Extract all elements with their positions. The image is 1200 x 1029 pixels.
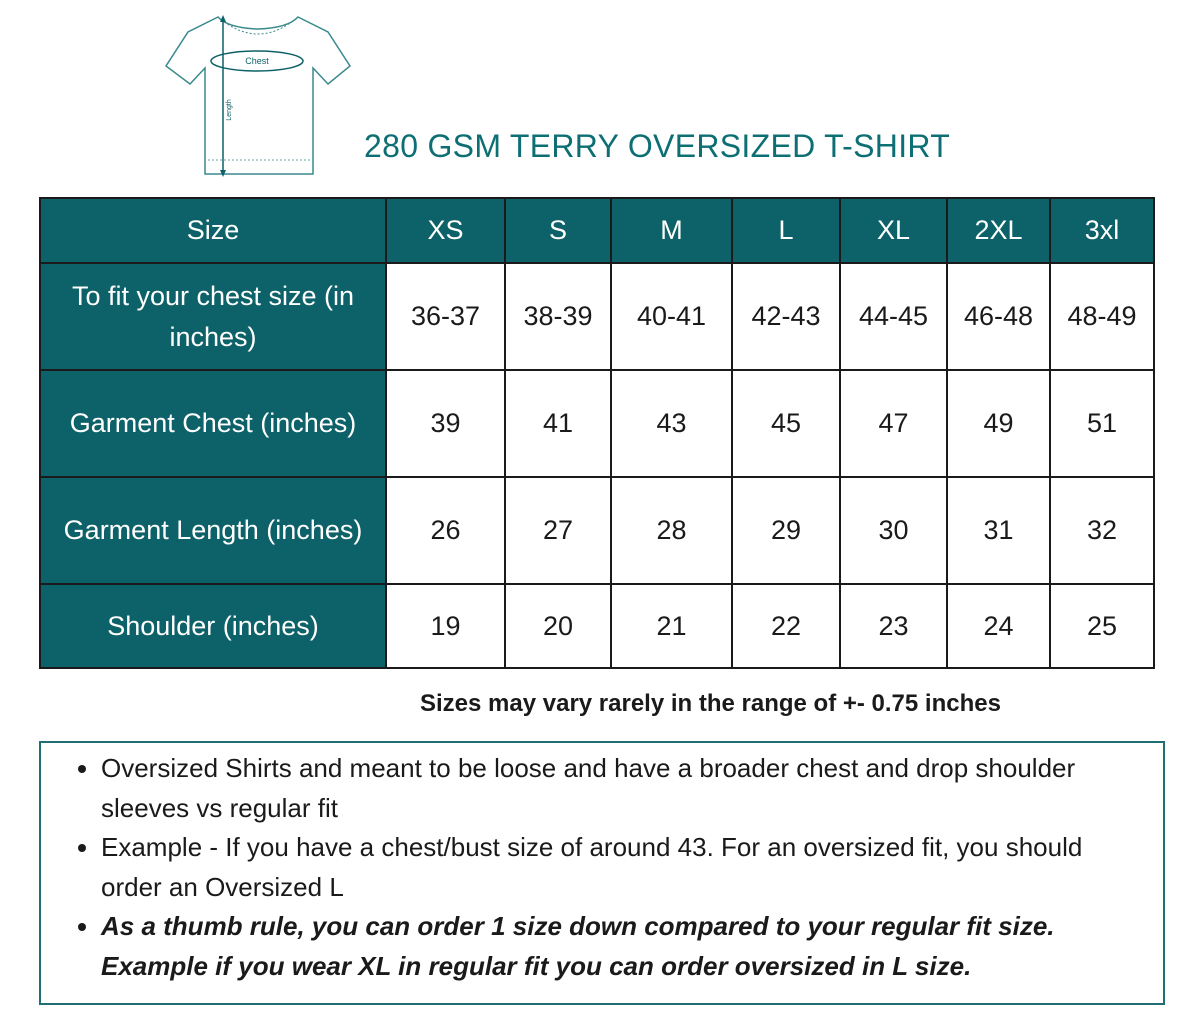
table-cell: 25 [1049,583,1155,669]
table-cell: 51 [1049,369,1155,478]
table-cell: 20 [504,583,612,669]
row-label: To fit your chest size (in inches) [39,262,387,371]
header-cell: S [504,197,612,264]
table-cell: 22 [731,583,841,669]
table-row: Garment Length (inches) 26 27 28 29 30 3… [39,476,1155,585]
table-cell: 24 [946,583,1051,669]
table-row: To fit your chest size (in inches) 36-37… [39,262,1155,371]
table-cell: 47 [839,369,948,478]
fit-info-box: Oversized Shirts and meant to be loose a… [39,741,1165,1005]
table-cell: 27 [504,476,612,585]
table-cell: 36-37 [385,262,506,371]
table-cell: 46-48 [946,262,1051,371]
table-cell: 31 [946,476,1051,585]
list-item: Example - If you have a chest/bust size … [101,828,1143,907]
header-cell: 2XL [946,197,1051,264]
table-cell: 42-43 [731,262,841,371]
chest-label: Chest [245,56,269,66]
table-cell: 45 [731,369,841,478]
table-cell: 49 [946,369,1051,478]
table-cell: 21 [610,583,733,669]
header-cell: 3xl [1049,197,1155,264]
length-label: Length [226,99,233,121]
size-chart-table: Size XS S M L XL 2XL 3xl To fit your che… [39,197,1155,669]
table-cell: 39 [385,369,506,478]
header-cell: XS [385,197,506,264]
table-cell: 48-49 [1049,262,1155,371]
table-cell: 43 [610,369,733,478]
table-cell: 23 [839,583,948,669]
chest-ellipse [210,50,304,72]
header-cell: L [731,197,841,264]
list-item: Oversized Shirts and meant to be loose a… [101,749,1143,828]
page-title: 280 GSM TERRY OVERSIZED T-SHIRT [364,128,951,164]
table-cell: 19 [385,583,506,669]
list-item: As a thumb rule, you can order 1 size do… [101,907,1143,986]
table-header-row: Size XS S M L XL 2XL 3xl [39,197,1155,264]
table-row: Shoulder (inches) 19 20 21 22 23 24 25 [39,583,1155,669]
table-cell: 32 [1049,476,1155,585]
tshirt-outline [164,16,351,175]
tshirt-diagram: Chest Length [164,15,351,177]
row-label: Garment Chest (inches) [39,369,387,478]
table-cell: 40-41 [610,262,733,371]
row-label: Garment Length (inches) [39,476,387,585]
table-cell: 44-45 [839,262,948,371]
table-cell: 28 [610,476,733,585]
row-label: Shoulder (inches) [39,583,387,669]
table-cell: 29 [731,476,841,585]
table-cell: 26 [385,476,506,585]
table-cell: 41 [504,369,612,478]
table-row: Garment Chest (inches) 39 41 43 45 47 49… [39,369,1155,478]
header-cell: XL [839,197,948,264]
header-cell: Size [39,197,387,264]
size-variance-note: Sizes may vary rarely in the range of +-… [420,690,1001,717]
table-cell: 38-39 [504,262,612,371]
header-cell: M [610,197,733,264]
table-cell: 30 [839,476,948,585]
fit-info-list: Oversized Shirts and meant to be loose a… [41,743,1163,986]
